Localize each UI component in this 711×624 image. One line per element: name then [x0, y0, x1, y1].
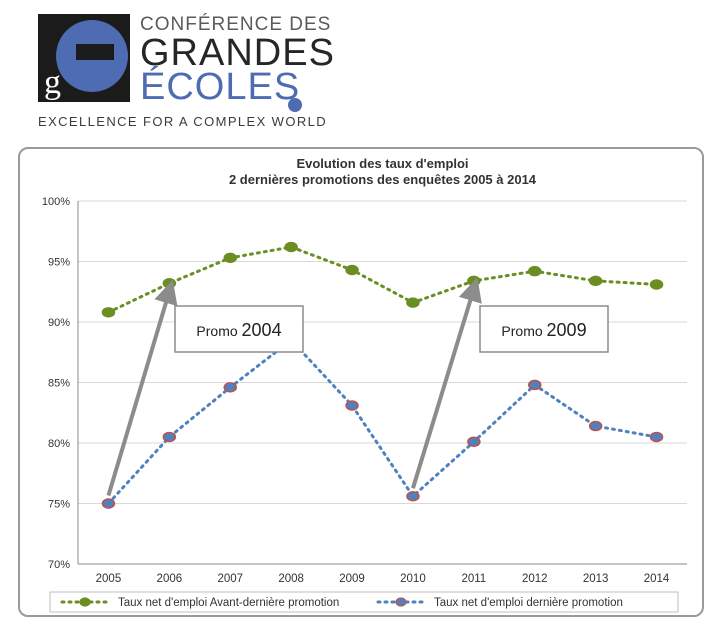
annotation-arrow — [106, 279, 178, 497]
legend-swatch-marker — [395, 597, 407, 607]
series-avant-derniere-point — [467, 275, 481, 287]
brand-line-1: CONFÉRENCE DES — [140, 14, 332, 35]
brand-line-3: ÉCOLES — [140, 66, 301, 108]
annotation-box — [174, 305, 304, 353]
logo-letters: g — [44, 64, 61, 101]
legend-label: Taux net d'emploi Avant-dernière promoti… — [118, 597, 339, 609]
header: g CONFÉRENCE DES GRANDES ÉCOLES EXCELLEN… — [0, 0, 711, 140]
series-derniere-line — [106, 338, 659, 505]
x-tick-label: 2009 — [339, 573, 365, 585]
series-derniere-point — [345, 400, 359, 411]
y-tick-label: 90% — [48, 317, 70, 329]
series-avant-derniere-line — [106, 245, 659, 314]
series-derniere-point — [101, 498, 116, 509]
annotation-arrow — [411, 277, 482, 489]
series-avant-derniere-point — [223, 252, 237, 264]
series-derniere-point — [588, 420, 603, 432]
series-derniere-point — [649, 431, 664, 443]
series-derniere-point — [223, 382, 237, 393]
legend-box — [49, 591, 679, 613]
x-tick-label: 2013 — [583, 573, 609, 585]
series-avant-derniere-point — [406, 297, 420, 308]
series-derniere-point — [162, 431, 177, 443]
series-avant-derniere-point — [528, 265, 542, 277]
cge-logo: g — [38, 14, 130, 102]
series-avant-derniere-point — [345, 264, 359, 276]
x-tick-label: 2005 — [96, 573, 122, 585]
series-avant-derniere-point — [162, 278, 177, 289]
x-tick-label: 2007 — [217, 573, 243, 585]
series-derniere-point — [467, 436, 481, 448]
x-tick-label: 2010 — [400, 573, 426, 585]
x-tick-label: 2011 — [461, 573, 486, 585]
y-tick-label: 95% — [48, 257, 70, 269]
x-tick-label: 2012 — [522, 573, 548, 585]
brand-dot-icon — [288, 98, 302, 112]
series-avant-derniere-point — [649, 279, 664, 290]
series-derniere-point — [406, 490, 420, 502]
y-tick-label: 70% — [48, 559, 70, 571]
x-tick-label: 2008 — [278, 573, 304, 585]
y-tick-label: 80% — [48, 438, 70, 450]
chart-title: Evolution des taux d'emploi — [296, 156, 468, 171]
annotation-label: Promo 2004 — [196, 320, 281, 340]
tagline: EXCELLENCE FOR A COMPLEX WORLD — [38, 114, 328, 129]
annotation-label: Promo 2009 — [501, 320, 586, 340]
series-avant-derniere-point — [588, 275, 603, 287]
series-avant-derniere-point — [101, 307, 116, 318]
brand-line-2: GRANDES — [140, 32, 335, 74]
series-avant-derniere-point — [284, 241, 298, 253]
y-tick-label: 100% — [42, 196, 70, 208]
x-tick-label: 2006 — [157, 573, 183, 585]
chart-frame: Evolution des taux d'emploi 2 dernières p… — [18, 147, 704, 617]
legend-swatch-marker — [79, 597, 91, 607]
legend-label: Taux net d'emploi dernière promotion — [434, 597, 623, 609]
chart-subtitle: 2 dernières promotions des enquêtes 2005… — [229, 172, 537, 187]
series-derniere-point — [528, 379, 542, 391]
annotation-box — [479, 305, 609, 353]
x-tick-label: 2014 — [644, 573, 670, 585]
y-tick-label: 85% — [48, 378, 70, 390]
y-tick-label: 75% — [48, 499, 70, 511]
